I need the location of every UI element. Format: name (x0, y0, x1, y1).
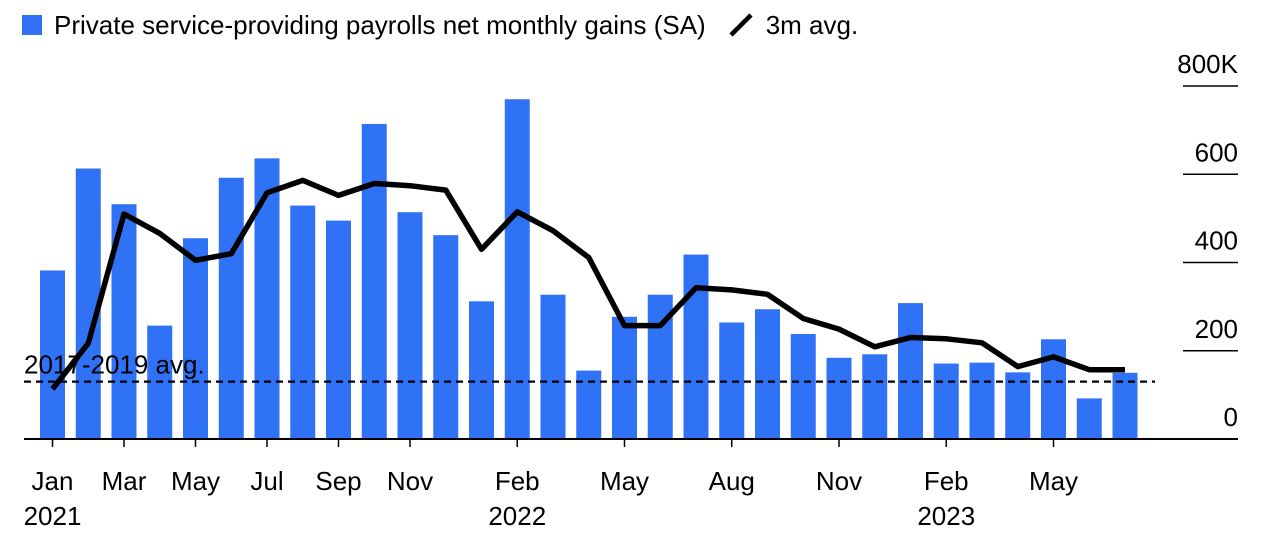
bar (1005, 372, 1031, 439)
bar (683, 254, 709, 439)
bar (361, 123, 387, 439)
y-tick-label: 0 (1224, 402, 1238, 432)
line-series-label: 3m avg. (765, 9, 859, 40)
y-tick-label: 400 (1195, 226, 1238, 256)
y-tick-label: 800K (1177, 49, 1238, 79)
bar (218, 177, 244, 439)
bar (469, 301, 494, 439)
bar (397, 212, 423, 439)
x-tick-label-year: 2023 (917, 501, 975, 531)
bar (1076, 398, 1102, 439)
bar (254, 158, 280, 440)
x-tick-label-year: 2021 (24, 501, 82, 531)
x-tick-label-month: Aug (709, 466, 755, 496)
three-month-average-line (50, 177, 1125, 391)
x-tick-label-month: Feb (924, 466, 969, 496)
bar (290, 205, 316, 439)
reference-line-label: 2017-2019 avg. (24, 350, 205, 380)
bar (504, 99, 530, 440)
x-tick-label-month: Mar (102, 466, 147, 496)
bar (933, 363, 959, 439)
x-tick-label-year: 2022 (488, 501, 546, 531)
x-tick-label-month: Feb (495, 466, 540, 496)
bar (826, 357, 852, 439)
x-tick-label-month: Nov (816, 466, 862, 496)
bar (862, 354, 888, 439)
bar (898, 303, 923, 439)
y-tick-label: 200 (1195, 314, 1238, 344)
bar (183, 238, 208, 439)
y-axis: 0 200 400 600 800K (1177, 49, 1238, 432)
chart-legend: Private service-providing payrolls net m… (22, 8, 858, 42)
bar-series (40, 99, 1138, 440)
x-tick-label-month: Jul (250, 466, 283, 496)
x-tick-label-month: May (171, 466, 220, 496)
bar (326, 220, 351, 439)
bar (433, 235, 459, 439)
bar (612, 316, 637, 439)
reference-line-group: 2017-2019 avg. (24, 350, 1155, 383)
x-tick-label-month: Nov (387, 466, 433, 496)
x-tick-label-month: May (1029, 466, 1078, 496)
y-tick-label: 600 (1195, 137, 1238, 167)
bar-series-label: Private service-providing payrolls net m… (54, 9, 706, 40)
bar (540, 294, 566, 439)
x-tick-label-month: Sep (315, 466, 361, 496)
x-axis: Jan 2021 Mar May Jul Sep Nov Feb 2022 May Aug Nov Fe… (24, 438, 1238, 531)
bar (40, 270, 65, 439)
bar (755, 309, 780, 439)
line-series-icon (729, 13, 753, 37)
bar (790, 333, 816, 439)
x-tick-label-month: May (600, 466, 649, 496)
x-tick-label-month: Jan (32, 466, 74, 496)
bar (1112, 372, 1138, 439)
bar-series-swatch (22, 15, 42, 35)
line-series (50, 177, 1125, 391)
bar (969, 362, 995, 439)
